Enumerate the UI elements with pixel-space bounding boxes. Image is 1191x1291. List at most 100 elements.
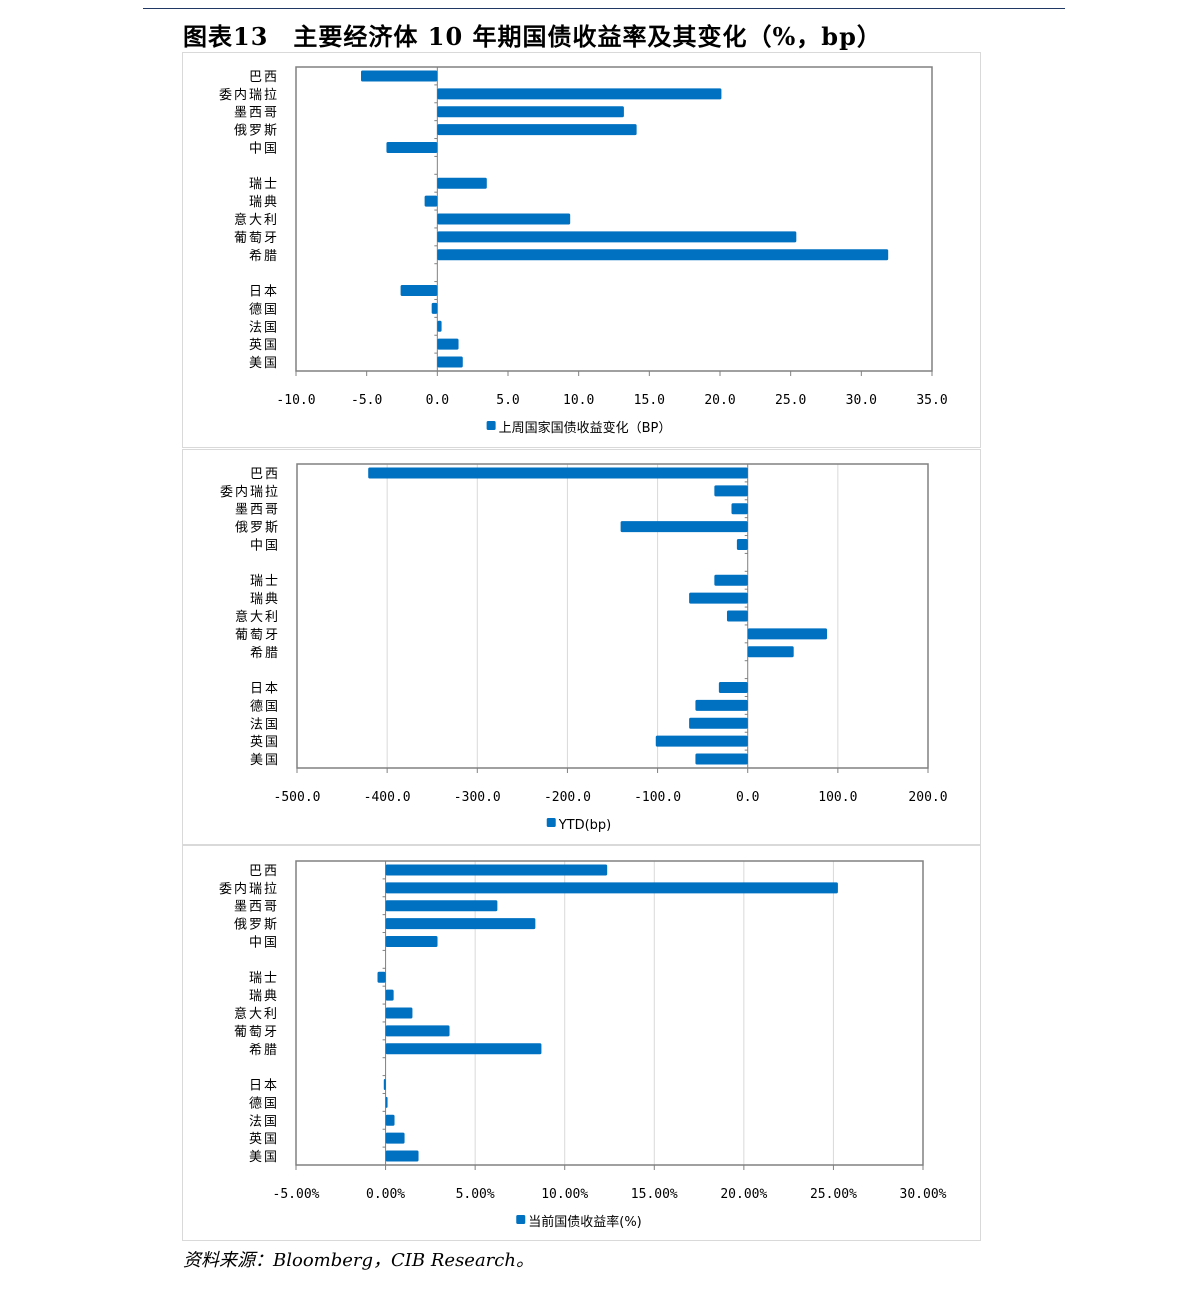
x-tick-label: -300.0 — [454, 790, 501, 805]
chart-weekly-change: -10.0 -5.0 0.0 5.0 10.0 15.0 20.0 25.0 30.0 35.0 巴… — [182, 52, 981, 448]
y-category-label: 意大利 — [234, 212, 279, 228]
x-tick-label: 200.0 — [908, 790, 947, 805]
x-tick-label: 30.00% — [900, 1187, 947, 1202]
y-category-label: 法国 — [249, 1114, 279, 1129]
bar — [385, 900, 498, 912]
y-category-label: 德国 — [250, 699, 280, 714]
y-category-label: 英国 — [249, 338, 279, 353]
legend-label: 当前国债收益率(%) — [528, 1214, 642, 1230]
bar — [437, 88, 722, 100]
bar — [714, 485, 748, 497]
y-category-label: 巴西 — [249, 70, 279, 85]
chart-svg: -10.0 -5.0 0.0 5.0 10.0 15.0 20.0 25.0 30.0 35.0 巴… — [219, 66, 948, 436]
y-category-label: 中国 — [249, 141, 279, 156]
x-tick-label: 15.0 — [634, 393, 665, 408]
bar — [747, 646, 794, 658]
x-tick-label: -500.0 — [274, 790, 321, 805]
legend-swatch — [516, 1215, 526, 1224]
y-category-label: 瑞士 — [249, 177, 279, 192]
y-category-label: 日本 — [249, 1079, 279, 1094]
y-category-label: 英国 — [250, 735, 280, 750]
x-tick-label: 15.00% — [631, 1187, 678, 1202]
legend-label: YTD(bp) — [558, 818, 612, 833]
y-category-label: 意大利 — [235, 609, 280, 625]
chart-svg: -5.00% 0.00% 5.00% 10.00% 15.00% 20.00% 25.00%… — [219, 860, 947, 1230]
y-category-label: 葡萄牙 — [234, 231, 279, 246]
bar — [731, 503, 748, 515]
y-category-label: 瑞典 — [249, 195, 279, 210]
x-tick-label: -5.00% — [273, 1187, 320, 1202]
x-tick-label: 20.0 — [704, 393, 735, 408]
x-tick-label: 30.0 — [846, 393, 877, 408]
bar — [385, 1025, 450, 1037]
y-category-label: 瑞士 — [249, 971, 279, 986]
bar — [385, 989, 394, 1001]
y-category-label: 委内瑞拉 — [219, 881, 279, 897]
y-category-label: 墨西哥 — [235, 503, 280, 518]
bar — [437, 106, 624, 118]
y-category-label: 英国 — [249, 1132, 279, 1147]
y-category-label: 墨西哥 — [234, 900, 279, 915]
plot-area — [295, 66, 933, 372]
bar — [385, 1114, 395, 1126]
bar — [718, 682, 748, 694]
x-tick-label: 35.0 — [916, 393, 947, 408]
y-category-label: 美国 — [249, 1150, 279, 1165]
bar — [437, 213, 571, 225]
bar — [385, 864, 608, 876]
x-tick-label: 0.0 — [736, 790, 759, 805]
bar — [736, 538, 748, 550]
y-category-label: 法国 — [249, 320, 279, 335]
x-tick-label: 25.0 — [775, 393, 806, 408]
source-note: 资料来源：Bloomberg，CIB Research。 — [183, 1250, 534, 1271]
y-category-label: 德国 — [249, 1096, 279, 1111]
y-category-label: 意大利 — [234, 1006, 279, 1022]
plot-area — [296, 463, 929, 769]
y-category-label: 希腊 — [249, 249, 279, 264]
x-tick-label: -200.0 — [544, 790, 591, 805]
x-tick-label: 0.00% — [366, 1187, 405, 1202]
bar — [385, 1150, 419, 1162]
bar — [437, 231, 797, 243]
chart-svg: -500.0 -400.0 -300.0 -200.0 -100.0 0.0 100.0 20… — [220, 463, 948, 833]
x-tick-label: 20.00% — [720, 1187, 767, 1202]
bar — [424, 195, 438, 207]
y-category-label: 希腊 — [250, 646, 280, 661]
bar — [385, 935, 438, 947]
bar — [726, 610, 748, 622]
bar — [431, 302, 438, 314]
y-category-label: 葡萄牙 — [235, 628, 280, 643]
bar — [437, 177, 487, 189]
bar — [689, 717, 748, 729]
y-category-label: 希腊 — [249, 1043, 279, 1058]
x-tick-label: 5.0 — [496, 393, 519, 408]
y-category-label: 委内瑞拉 — [220, 484, 280, 500]
figure-title: 图表13 主要经济体 10 年期国债收益率及其变化（%，bp） — [183, 22, 882, 51]
chart-ytd-change: -500.0 -400.0 -300.0 -200.0 -100.0 0.0 100.0 20… — [182, 449, 981, 845]
top-rule — [143, 8, 1065, 9]
bar — [437, 124, 637, 136]
bar — [385, 1132, 405, 1144]
y-category-label: 巴西 — [249, 864, 279, 879]
y-category-label: 瑞士 — [250, 574, 280, 589]
x-tick-label: 25.00% — [810, 1187, 857, 1202]
bar — [385, 1096, 388, 1108]
y-category-label: 法国 — [250, 717, 280, 732]
bar — [361, 70, 438, 82]
legend-swatch — [486, 421, 496, 430]
bar — [385, 918, 536, 930]
x-tick-label: 0.0 — [426, 393, 449, 408]
chart-current-yield: -5.00% 0.00% 5.00% 10.00% 15.00% 20.00% 25.00%… — [182, 845, 981, 1241]
y-category-label: 俄罗斯 — [234, 918, 279, 933]
y-category-label: 中国 — [249, 935, 279, 950]
bar — [437, 249, 889, 261]
y-category-label: 葡萄牙 — [234, 1025, 279, 1040]
y-category-label: 俄罗斯 — [234, 124, 279, 139]
bar — [655, 735, 748, 747]
y-category-label: 巴西 — [250, 467, 280, 482]
y-category-label: 墨西哥 — [234, 106, 279, 121]
bar — [368, 467, 748, 479]
x-tick-label: -5.0 — [351, 393, 382, 408]
y-category-label: 瑞典 — [250, 592, 280, 607]
y-category-label: 中国 — [250, 538, 280, 553]
